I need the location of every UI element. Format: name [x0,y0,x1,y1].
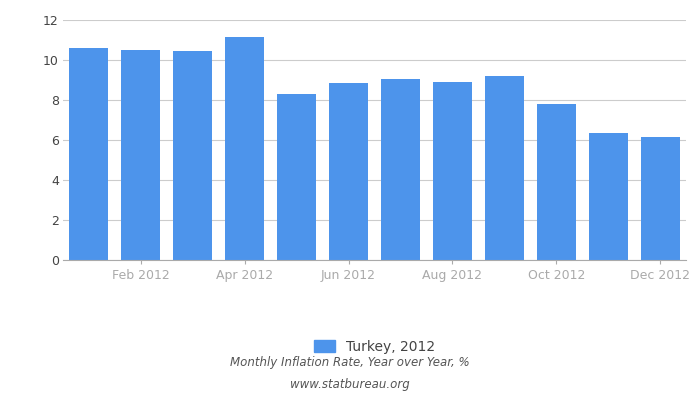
Bar [537,104,575,260]
Text: www.statbureau.org: www.statbureau.org [290,378,410,391]
Bar [433,82,472,260]
Bar [69,48,108,260]
Bar [277,94,316,260]
Bar [121,50,160,260]
Bar [589,133,628,260]
Text: Monthly Inflation Rate, Year over Year, %: Monthly Inflation Rate, Year over Year, … [230,356,470,369]
Bar [485,76,524,260]
Bar [329,83,368,260]
Bar [174,51,212,260]
Bar [381,78,420,260]
Bar [640,137,680,260]
Legend: Turkey, 2012: Turkey, 2012 [309,334,440,359]
Bar [225,37,264,260]
